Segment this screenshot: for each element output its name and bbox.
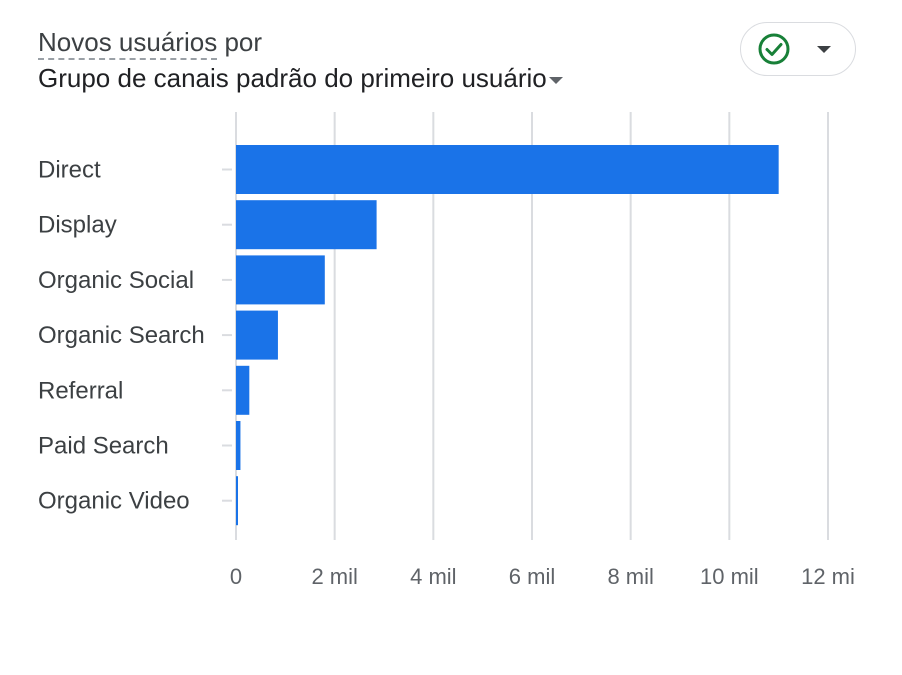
chevron-down-icon [817, 45, 831, 53]
category-label: Organic Search [38, 322, 205, 349]
dimension-dropdown-icon [548, 76, 563, 84]
x-tick-label: 8 mil [607, 564, 653, 589]
x-tick-label: 12 mi [801, 564, 855, 589]
bar[interactable] [236, 421, 241, 470]
title-line-1: Novos usuários por [38, 26, 263, 60]
category-label: Direct [38, 157, 101, 184]
bar[interactable] [236, 200, 377, 250]
bar[interactable] [236, 476, 238, 526]
title-connector: por [224, 27, 263, 57]
bar[interactable] [236, 365, 250, 415]
category-label: Paid Search [38, 433, 169, 460]
category-label: Referral [38, 377, 123, 404]
x-tick-label: 4 mil [410, 564, 456, 589]
x-tick-label: 0 [230, 564, 242, 589]
chart-title: Novos usuários por Grupo de canais padrã… [38, 26, 563, 96]
metric-selector[interactable]: Novos usuários [38, 27, 218, 60]
x-tick-label: 6 mil [509, 564, 555, 589]
bar[interactable] [236, 255, 325, 305]
category-label: Organic Social [38, 267, 194, 294]
bar[interactable] [236, 310, 278, 360]
x-tick-label: 2 mil [311, 564, 357, 589]
category-label: Organic Video [38, 488, 190, 515]
bar[interactable] [236, 145, 779, 194]
category-label: Display [38, 212, 117, 239]
x-tick-label: 10 mil [700, 564, 759, 589]
dimension-label: Grupo de canais padrão do primeiro usuár… [38, 63, 547, 93]
dimension-selector[interactable]: Grupo de canais padrão do primeiro usuár… [38, 60, 563, 96]
check-circle-icon [758, 33, 790, 65]
status-dropdown-button[interactable] [740, 22, 856, 76]
